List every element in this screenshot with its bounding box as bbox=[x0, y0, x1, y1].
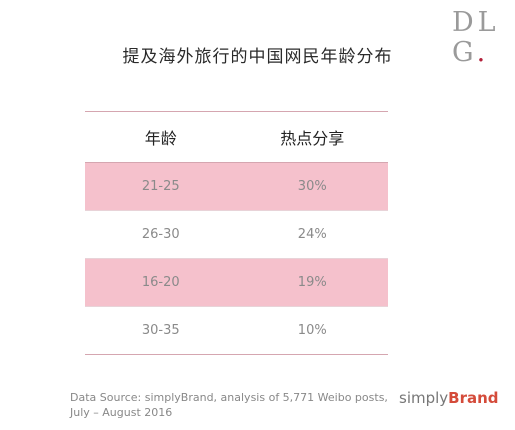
simplybrand-logo: simplyBrand bbox=[399, 389, 499, 407]
share-cell: 24% bbox=[297, 227, 327, 242]
share-cell: 10% bbox=[297, 323, 327, 338]
source-line-2: July – August 2016 bbox=[70, 406, 173, 419]
table-header-row: 年龄 热点分享 bbox=[85, 112, 388, 163]
logo-line-2: G. bbox=[452, 37, 490, 68]
logo-line-1: DL bbox=[452, 7, 500, 38]
share-cell: 19% bbox=[297, 275, 327, 290]
table-row: 26-30 24% bbox=[85, 211, 388, 259]
source-line-1: Data Source: simplyBrand, analysis of 5,… bbox=[70, 391, 388, 404]
data-source-note: Data Source: simplyBrand, analysis of 5,… bbox=[70, 390, 388, 420]
age-cell: 30-35 bbox=[141, 323, 180, 338]
table-row: 30-35 10% bbox=[85, 307, 388, 355]
age-cell: 26-30 bbox=[141, 227, 180, 242]
header-age: 年龄 bbox=[144, 129, 177, 148]
age-cell: 16-20 bbox=[141, 275, 180, 290]
share-cell: 30% bbox=[297, 179, 327, 194]
header-share: 热点分享 bbox=[280, 129, 345, 148]
dlg-logo: DL G. bbox=[452, 8, 500, 68]
table-row: 16-20 19% bbox=[85, 259, 388, 307]
age-distribution-table: 年龄 热点分享 21-25 30% 26-30 24% 16-20 19% 30… bbox=[85, 111, 388, 355]
age-cell: 21-25 bbox=[141, 179, 180, 194]
page-title: 提及海外旅行的中国网民年龄分布 bbox=[122, 47, 393, 67]
table-row: 21-25 30% bbox=[85, 163, 388, 211]
